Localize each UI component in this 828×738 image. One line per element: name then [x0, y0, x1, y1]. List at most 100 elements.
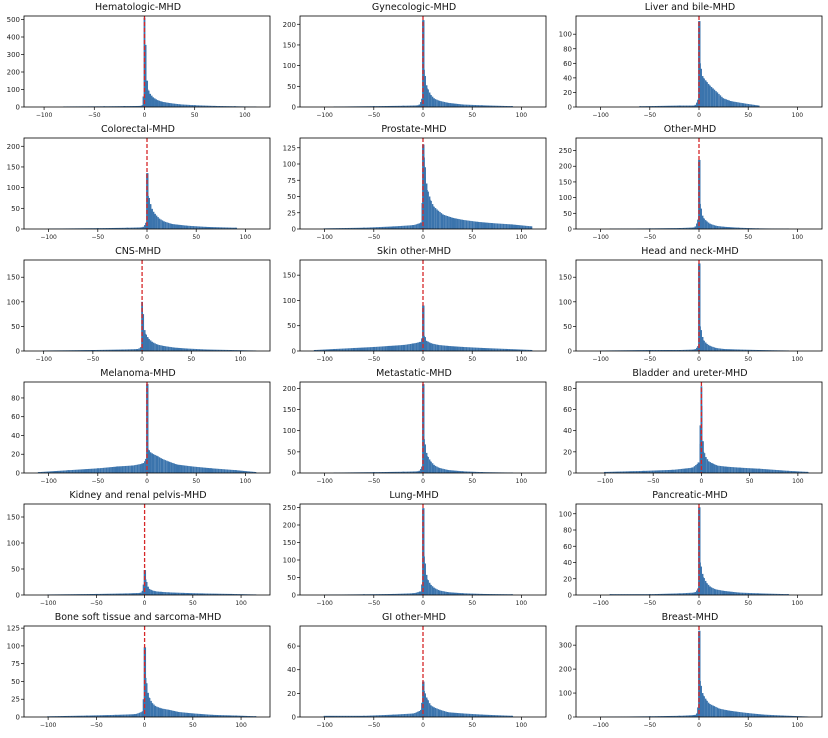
histogram-bar [625, 594, 627, 595]
histogram-bar [659, 593, 661, 595]
y-tick-label: 0 [292, 714, 296, 722]
histogram-bar [673, 105, 676, 107]
histogram-bar [415, 712, 418, 717]
histogram-bar [372, 346, 375, 351]
y-tick-label: 80 [563, 45, 572, 53]
histogram-bar [183, 592, 186, 595]
histogram-bar [691, 349, 694, 351]
x-tick-label: −100 [316, 112, 333, 119]
histogram-bar [777, 715, 779, 717]
histogram-bar [704, 343, 707, 351]
histogram-bar [346, 715, 348, 717]
histogram-bar [763, 469, 765, 473]
histogram-bar [392, 593, 395, 595]
histogram-bar [741, 467, 743, 473]
histogram-bar [384, 226, 387, 229]
histogram-bar [384, 106, 387, 107]
histogram-bar [144, 333, 146, 351]
histogram-bar [154, 706, 157, 717]
histogram-bar [188, 225, 190, 229]
histogram-bar [638, 350, 640, 351]
y-tick-label: 0 [16, 714, 20, 722]
histogram-bar [225, 349, 227, 351]
histogram-bar [365, 227, 367, 229]
histogram-bar [637, 471, 639, 473]
histogram-bar [679, 105, 682, 107]
histogram-bar [117, 349, 119, 351]
histogram-bar [710, 224, 713, 229]
histogram-bar [250, 471, 252, 473]
histogram-bar [473, 471, 475, 473]
histogram-bar [687, 349, 689, 351]
histogram-bar [752, 713, 754, 717]
histogram-bar [392, 471, 394, 473]
histogram-bar [188, 104, 191, 107]
histogram-bar [657, 593, 660, 595]
histogram-bar [402, 714, 404, 717]
histogram-bar [135, 464, 137, 473]
histogram-bar [111, 593, 113, 595]
histogram-bar [757, 593, 759, 596]
histogram-bar [176, 104, 179, 107]
histogram-bar [484, 348, 487, 351]
histogram-bar [672, 350, 674, 351]
histogram-bar [669, 228, 671, 229]
histogram-bar [696, 463, 699, 473]
histogram-bar [313, 349, 316, 351]
histogram-bar [127, 349, 130, 351]
histogram-bar [687, 227, 689, 229]
histogram-bar [133, 714, 135, 717]
histogram-bar [430, 95, 432, 107]
histogram-bar [363, 715, 365, 717]
histogram-bar [806, 471, 809, 473]
histogram-bar [227, 593, 229, 595]
histogram-bar [323, 715, 326, 717]
histogram-bar [408, 225, 410, 229]
histogram-bar [52, 471, 55, 473]
histogram-bar [80, 469, 83, 473]
histogram-bar [477, 471, 480, 473]
histogram-bar [728, 466, 730, 473]
histogram-bar [95, 715, 97, 717]
histogram-bar [645, 594, 648, 595]
histogram-bar [443, 215, 446, 229]
histogram-bar [176, 711, 178, 717]
histogram-bar [350, 348, 353, 351]
histogram-bar [378, 227, 381, 229]
histogram-bar [709, 85, 711, 107]
x-tick-label: −100 [35, 356, 52, 363]
histogram-bar [615, 471, 617, 473]
histogram-bar [771, 593, 773, 595]
histogram-bar [108, 715, 110, 717]
histogram-bar [185, 348, 188, 351]
histogram-bar [408, 471, 410, 473]
histogram-bar [650, 350, 652, 351]
histogram-bar [727, 99, 729, 107]
histogram-bar [231, 469, 233, 473]
histogram-bar [724, 98, 726, 107]
histogram-bar [732, 711, 735, 717]
histogram-bar [98, 349, 100, 351]
histogram-bar [499, 715, 502, 717]
histogram-bar [474, 593, 477, 595]
histogram-bar [234, 470, 237, 473]
histogram-bar [69, 715, 71, 717]
histogram-bar [115, 593, 118, 595]
histogram-bar [412, 225, 415, 229]
x-tick-label: −50 [91, 234, 104, 241]
histogram-bar [507, 349, 509, 351]
histogram-bar [647, 470, 649, 473]
histogram-bar [796, 716, 798, 717]
histogram-bar [198, 226, 201, 229]
histogram-bar [425, 340, 427, 351]
histogram-bar [132, 106, 135, 107]
y-tick-label: 75 [11, 660, 20, 668]
histogram-bar [660, 470, 662, 473]
histogram-bar [505, 106, 508, 107]
histogram-bar [468, 347, 471, 351]
histogram-bar [172, 592, 174, 595]
x-tick-label: 50 [468, 112, 476, 119]
histogram-bar [694, 104, 697, 107]
histogram-bar [337, 228, 339, 229]
